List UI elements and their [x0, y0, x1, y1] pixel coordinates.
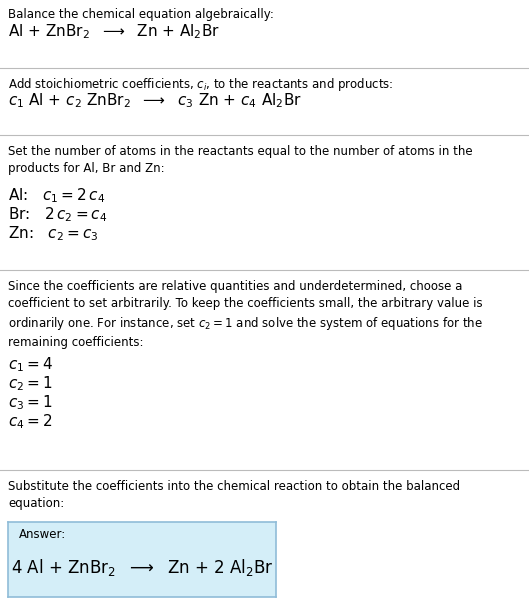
Text: Add stoichiometric coefficients, $c_i$, to the reactants and products:: Add stoichiometric coefficients, $c_i$, … — [8, 76, 394, 93]
Text: $c_1 = 4$: $c_1 = 4$ — [8, 355, 53, 374]
Text: $c_1$ Al + $c_2$ ZnBr$_2$  $\longrightarrow$  $c_3$ Zn + $c_4$ Al$_2$Br: $c_1$ Al + $c_2$ ZnBr$_2$ $\longrightarr… — [8, 91, 302, 110]
Text: Since the coefficients are relative quantities and underdetermined, choose a
coe: Since the coefficients are relative quan… — [8, 280, 483, 349]
Text: Balance the chemical equation algebraically:: Balance the chemical equation algebraica… — [8, 8, 274, 21]
Text: $c_2 = 1$: $c_2 = 1$ — [8, 374, 52, 393]
Text: Al:   $c_1 = 2\,c_4$: Al: $c_1 = 2\,c_4$ — [8, 186, 105, 205]
Text: Set the number of atoms in the reactants equal to the number of atoms in the
pro: Set the number of atoms in the reactants… — [8, 145, 472, 175]
Text: Substitute the coefficients into the chemical reaction to obtain the balanced
eq: Substitute the coefficients into the che… — [8, 480, 460, 510]
Text: 4 Al + ZnBr$_2$  $\longrightarrow$  Zn + 2 Al$_2$Br: 4 Al + ZnBr$_2$ $\longrightarrow$ Zn + 2… — [11, 557, 273, 578]
Text: Answer:: Answer: — [19, 528, 66, 541]
Text: Al + ZnBr$_2$  $\longrightarrow$  Zn + Al$_2$Br: Al + ZnBr$_2$ $\longrightarrow$ Zn + Al$… — [8, 22, 220, 41]
Text: Br:   $2\,c_2 = c_4$: Br: $2\,c_2 = c_4$ — [8, 205, 107, 224]
Text: Zn:   $c_2 = c_3$: Zn: $c_2 = c_3$ — [8, 224, 98, 243]
Text: $c_4 = 2$: $c_4 = 2$ — [8, 412, 52, 431]
Text: $c_3 = 1$: $c_3 = 1$ — [8, 393, 52, 412]
